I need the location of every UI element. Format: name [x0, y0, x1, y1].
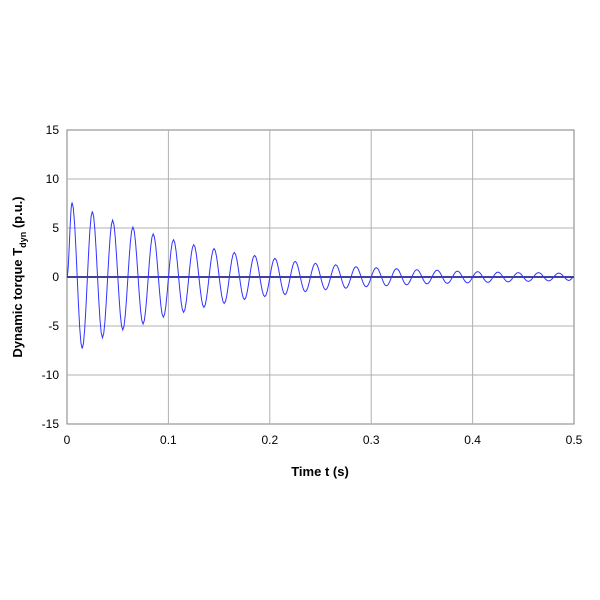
x-tick-label: 0.5 [566, 433, 583, 447]
y-axis-title-subscript: dyn [18, 232, 28, 248]
y-axis-title-unit: (p.u.) [10, 196, 25, 231]
x-tick-label: 0.4 [464, 433, 481, 447]
y-axis-title-main: Dynamic torque T [10, 248, 25, 358]
x-tick-label: 0.2 [261, 433, 278, 447]
y-axis-title: Dynamic torque Tdyn (p.u.) [10, 196, 28, 357]
x-tick-label: 0 [64, 433, 71, 447]
y-tick-label: -5 [48, 319, 59, 333]
y-tick-label: 10 [46, 172, 60, 186]
x-axis-title: Time t (s) [291, 464, 349, 479]
y-tick-label: 0 [52, 270, 59, 284]
y-tick-label: 15 [46, 123, 60, 137]
x-tick-label: 0.3 [363, 433, 380, 447]
y-tick-label: 5 [52, 221, 59, 235]
tick-labels: 0 0.1 0.2 0.3 0.4 0.5 15 10 5 0 -5 -10 -15 [42, 123, 583, 447]
y-tick-label: -15 [42, 417, 60, 431]
series-line-dynamic-torque [66, 202, 575, 349]
y-tick-label: -10 [42, 368, 60, 382]
x-tick-label: 0.1 [160, 433, 177, 447]
